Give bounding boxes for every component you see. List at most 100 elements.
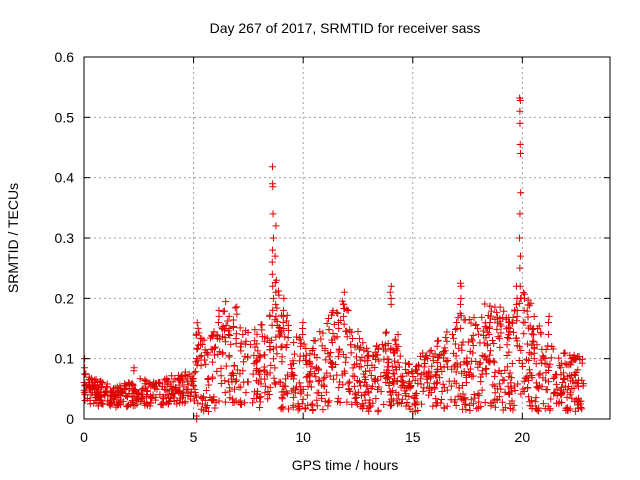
data-point bbox=[539, 352, 547, 360]
data-point bbox=[474, 390, 482, 398]
data-point bbox=[503, 351, 511, 359]
data-point bbox=[452, 352, 460, 360]
data-point bbox=[437, 351, 445, 359]
data-point bbox=[296, 352, 304, 360]
data-point bbox=[520, 306, 528, 314]
data-point bbox=[335, 325, 343, 332]
data-point bbox=[525, 393, 533, 401]
data-point bbox=[386, 388, 394, 396]
data-point bbox=[284, 405, 292, 413]
data-point bbox=[497, 369, 505, 377]
data-point bbox=[451, 396, 459, 404]
data-point bbox=[215, 318, 223, 326]
data-point bbox=[311, 351, 319, 359]
data-point bbox=[329, 363, 337, 371]
data-point bbox=[96, 378, 104, 386]
data-point bbox=[164, 377, 172, 385]
data-point bbox=[268, 258, 276, 266]
data-point bbox=[472, 321, 480, 329]
data-point bbox=[523, 340, 531, 348]
data-point bbox=[113, 398, 121, 406]
data-point bbox=[456, 300, 464, 308]
data-point bbox=[382, 378, 390, 386]
data-point bbox=[328, 339, 336, 347]
data-point bbox=[204, 375, 212, 383]
data-point bbox=[444, 356, 452, 364]
data-point bbox=[348, 328, 356, 336]
data-point bbox=[372, 395, 380, 403]
data-point bbox=[83, 394, 91, 402]
data-points bbox=[80, 94, 587, 423]
data-point bbox=[425, 369, 433, 377]
data-point bbox=[312, 373, 320, 381]
data-point bbox=[279, 312, 287, 320]
data-point bbox=[325, 397, 333, 405]
data-point bbox=[162, 391, 170, 399]
data-point bbox=[197, 405, 205, 413]
data-point bbox=[568, 394, 576, 402]
data-point bbox=[357, 343, 365, 351]
data-point bbox=[220, 307, 228, 315]
data-point bbox=[365, 407, 373, 415]
data-point bbox=[266, 383, 274, 391]
data-point bbox=[103, 387, 111, 395]
data-point bbox=[486, 314, 494, 322]
data-point bbox=[284, 334, 292, 342]
data-point bbox=[198, 395, 206, 403]
data-point bbox=[394, 343, 402, 351]
data-point bbox=[516, 107, 524, 115]
data-point bbox=[90, 382, 98, 390]
data-point bbox=[461, 401, 469, 409]
data-point bbox=[367, 385, 375, 393]
data-point bbox=[474, 363, 482, 371]
y-tick-label: 0.3 bbox=[55, 230, 75, 246]
data-point bbox=[330, 375, 338, 383]
data-point bbox=[367, 372, 375, 380]
data-point bbox=[482, 365, 490, 373]
data-point bbox=[520, 294, 528, 302]
data-point bbox=[517, 347, 525, 354]
data-point bbox=[528, 374, 536, 382]
data-point bbox=[458, 341, 466, 349]
data-point bbox=[282, 375, 290, 383]
data-point bbox=[513, 294, 521, 302]
data-point bbox=[287, 361, 295, 369]
data-point bbox=[340, 288, 348, 296]
data-point bbox=[414, 369, 422, 377]
data-point bbox=[295, 402, 303, 410]
data-point bbox=[466, 365, 474, 373]
data-point bbox=[325, 353, 333, 361]
x-tick-label: 15 bbox=[405, 429, 421, 445]
data-point bbox=[356, 356, 364, 364]
data-point bbox=[551, 388, 559, 396]
data-point bbox=[256, 398, 264, 406]
data-point bbox=[500, 307, 508, 315]
data-point bbox=[268, 270, 276, 278]
data-point bbox=[386, 288, 394, 296]
data-point bbox=[442, 333, 450, 341]
data-point bbox=[471, 394, 479, 402]
data-point bbox=[383, 363, 391, 371]
data-point bbox=[216, 348, 224, 356]
data-point bbox=[347, 341, 355, 349]
data-point bbox=[225, 325, 233, 332]
data-point bbox=[403, 369, 411, 377]
data-point bbox=[525, 349, 533, 357]
data-point bbox=[229, 398, 237, 406]
data-point bbox=[222, 321, 230, 329]
data-point bbox=[101, 392, 109, 400]
data-point bbox=[504, 333, 512, 341]
data-point bbox=[169, 378, 177, 386]
data-point bbox=[81, 370, 89, 378]
data-point bbox=[208, 332, 216, 340]
data-point bbox=[558, 398, 566, 406]
data-point bbox=[413, 398, 421, 406]
data-point bbox=[109, 385, 117, 393]
y-tick-label: 0.5 bbox=[55, 109, 75, 125]
data-point bbox=[340, 312, 348, 320]
data-point bbox=[273, 321, 281, 329]
data-point bbox=[546, 360, 554, 368]
data-point bbox=[221, 334, 229, 342]
data-point bbox=[377, 388, 385, 396]
data-point bbox=[306, 372, 314, 380]
